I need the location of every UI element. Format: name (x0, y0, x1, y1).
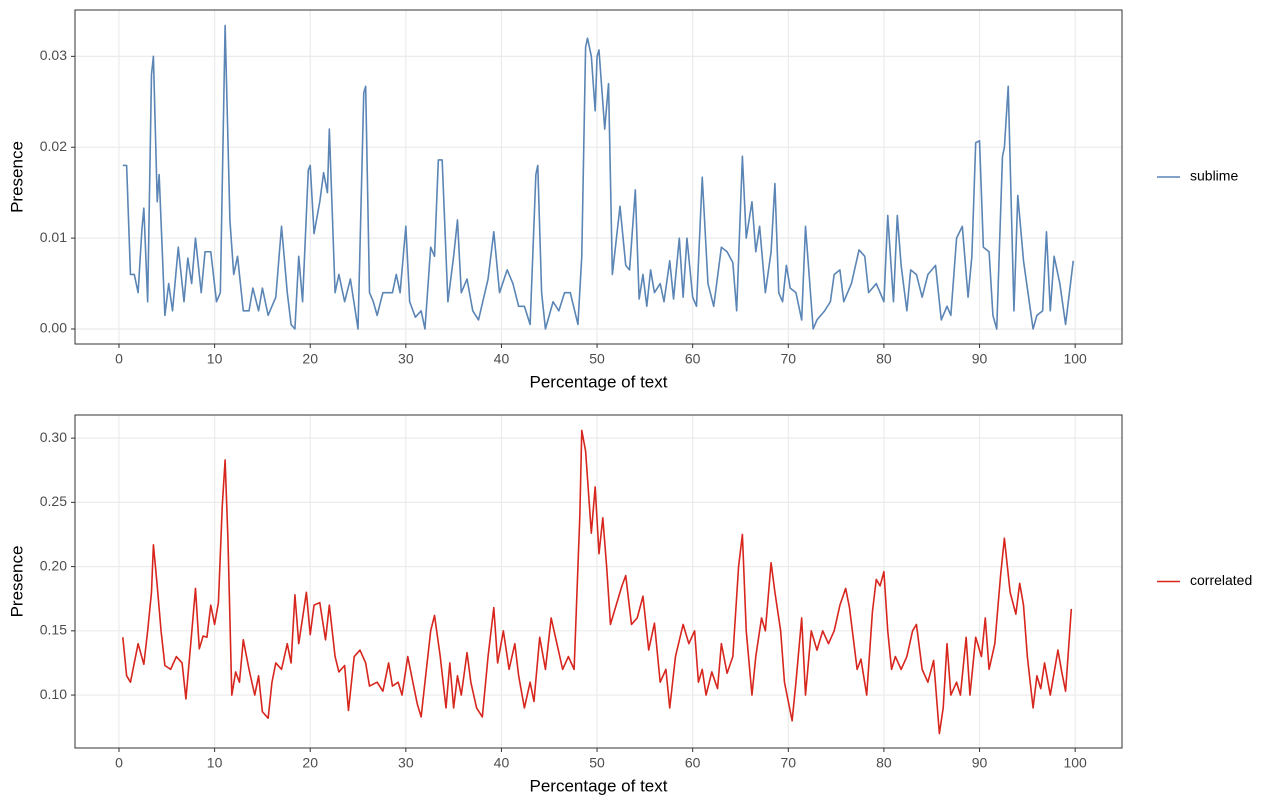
x-tick-label: 50 (589, 755, 605, 771)
x-tick-label: 80 (876, 351, 892, 367)
x-tick-label: 40 (494, 351, 510, 367)
y-tick-label: 0.15 (40, 622, 67, 638)
x-tick-label: 70 (781, 755, 797, 771)
y-tick-label: 0.25 (40, 493, 67, 509)
panel-background (75, 10, 1122, 344)
y-tick-label: 0.03 (40, 47, 67, 63)
data-line (122, 429, 1073, 735)
y-tick-label: 0.30 (40, 429, 67, 445)
x-tick-label: 30 (398, 755, 414, 771)
x-tick-label: 10 (207, 351, 223, 367)
y-tick-label: 0.01 (40, 229, 67, 245)
x-tick-label: 0 (115, 755, 123, 771)
x-tick-label: 30 (398, 351, 414, 367)
x-tick-label: 20 (302, 351, 318, 367)
panel-border (74, 414, 1123, 749)
x-axis-title: Percentage of text (530, 776, 668, 795)
x-tick-label: 50 (589, 351, 605, 367)
x-tick-label: 0 (115, 351, 123, 367)
x-axis-title: Percentage of text (530, 372, 668, 391)
y-axis-title: Presence (7, 141, 26, 213)
x-tick-label: 40 (494, 755, 510, 771)
legend-label: sublime (1190, 168, 1238, 184)
legend-label: correlated (1190, 572, 1252, 588)
x-tick-label: 90 (972, 755, 988, 771)
x-tick-label: 80 (876, 755, 892, 771)
y-tick-label: 0.10 (40, 686, 67, 702)
data-line (122, 24, 1075, 330)
x-tick-label: 70 (781, 351, 797, 367)
x-tick-label: 100 (1063, 351, 1087, 367)
y-tick-label: 0.02 (40, 138, 67, 154)
x-tick-label: 10 (207, 755, 223, 771)
y-tick-label: 0.00 (40, 320, 67, 336)
panel-background (75, 415, 1122, 748)
x-tick-label: 60 (685, 351, 701, 367)
panel-border (74, 9, 1123, 345)
x-tick-label: 20 (302, 755, 318, 771)
y-axis-title: Presence (7, 546, 26, 618)
y-tick-label: 0.20 (40, 557, 67, 573)
x-tick-label: 90 (972, 351, 988, 367)
x-tick-label: 60 (685, 755, 701, 771)
x-tick-label: 100 (1063, 755, 1087, 771)
